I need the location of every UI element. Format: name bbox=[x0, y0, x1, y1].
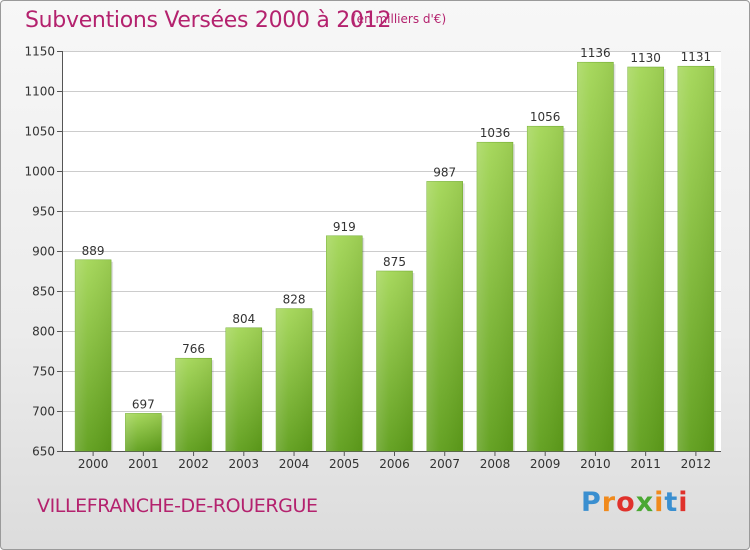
logo-letter: t bbox=[664, 487, 679, 518]
y-tick-label: 750 bbox=[32, 365, 55, 379]
bar-highlight bbox=[225, 327, 262, 451]
y-tick-label: 900 bbox=[32, 245, 55, 259]
data-label-2008: 1036 bbox=[480, 126, 511, 140]
x-tick-label-2011: 2011 bbox=[630, 457, 661, 471]
bar-highlight bbox=[627, 67, 664, 451]
data-label-2012: 1131 bbox=[681, 50, 712, 64]
bar-highlight bbox=[677, 66, 714, 451]
y-tick-label: 850 bbox=[32, 285, 55, 299]
logo-letter: i bbox=[678, 487, 689, 518]
x-tick-label-2006: 2006 bbox=[379, 457, 410, 471]
y-tick-label: 950 bbox=[32, 205, 55, 219]
data-label-2002: 766 bbox=[182, 342, 205, 356]
bar-highlight bbox=[376, 271, 413, 451]
y-tick-label: 700 bbox=[32, 405, 55, 419]
bar-highlight bbox=[125, 413, 162, 451]
chart-title: Subventions Versées 2000 à 2012 bbox=[25, 8, 392, 33]
bar-highlight bbox=[326, 235, 363, 451]
x-tick-label-2003: 2003 bbox=[229, 457, 260, 471]
data-label-2009: 1056 bbox=[530, 110, 561, 124]
x-tick-label-2008: 2008 bbox=[480, 457, 511, 471]
x-tick-label-2007: 2007 bbox=[429, 457, 460, 471]
data-label-2000: 889 bbox=[82, 244, 105, 258]
x-tick-label-2012: 2012 bbox=[681, 457, 712, 471]
logo-letter: i bbox=[654, 487, 665, 518]
logo-letter: r bbox=[601, 487, 617, 518]
data-label-2004: 828 bbox=[283, 293, 306, 307]
logo-letter: o bbox=[616, 487, 636, 518]
bar-highlight bbox=[75, 259, 112, 451]
bar-highlight bbox=[476, 142, 513, 451]
x-tick-label-2000: 2000 bbox=[78, 457, 109, 471]
x-tick-label-2009: 2009 bbox=[530, 457, 561, 471]
x-tick-label-2002: 2002 bbox=[178, 457, 209, 471]
bar-highlight bbox=[276, 308, 313, 451]
proxiti-logo: Proxiti bbox=[581, 487, 689, 518]
x-tick-label-2001: 2001 bbox=[128, 457, 159, 471]
y-tick-label: 1100 bbox=[24, 85, 55, 99]
data-label-2010: 1136 bbox=[580, 46, 611, 60]
logo-letter: P bbox=[581, 487, 602, 518]
bar-highlight bbox=[426, 181, 463, 451]
y-tick-label: 650 bbox=[32, 445, 55, 459]
data-label-2003: 804 bbox=[232, 312, 255, 326]
bar-highlight bbox=[577, 62, 614, 451]
y-tick-label: 1050 bbox=[24, 125, 55, 139]
location-name: VILLEFRANCHE-DE-ROUERGUE bbox=[37, 495, 318, 517]
logo-letter: x bbox=[635, 487, 655, 518]
data-label-2011: 1130 bbox=[630, 51, 661, 65]
y-tick-label: 1000 bbox=[24, 165, 55, 179]
data-label-2005: 919 bbox=[333, 220, 356, 234]
axes: 650 700 750 800 850 900 950 1000 1050 1100 1150 200… bbox=[24, 45, 721, 471]
x-tick-label-2005: 2005 bbox=[329, 457, 360, 471]
data-label-2006: 875 bbox=[383, 255, 406, 269]
data-label-2001: 697 bbox=[132, 397, 155, 411]
data-labels: 889 697 766 804 828 919 875 987 1036 1056 1136 1130… bbox=[82, 46, 711, 411]
data-label-2007: 987 bbox=[433, 165, 456, 179]
bar-highlight bbox=[175, 358, 212, 451]
x-tick-label-2010: 2010 bbox=[580, 457, 611, 471]
y-tick-label: 800 bbox=[32, 325, 55, 339]
x-tick-label-2004: 2004 bbox=[279, 457, 310, 471]
chart-subtitle: (en milliers d'€) bbox=[352, 12, 447, 26]
bars bbox=[74, 61, 716, 452]
y-tick-label: 1150 bbox=[24, 45, 55, 59]
bar-highlight bbox=[527, 126, 564, 451]
